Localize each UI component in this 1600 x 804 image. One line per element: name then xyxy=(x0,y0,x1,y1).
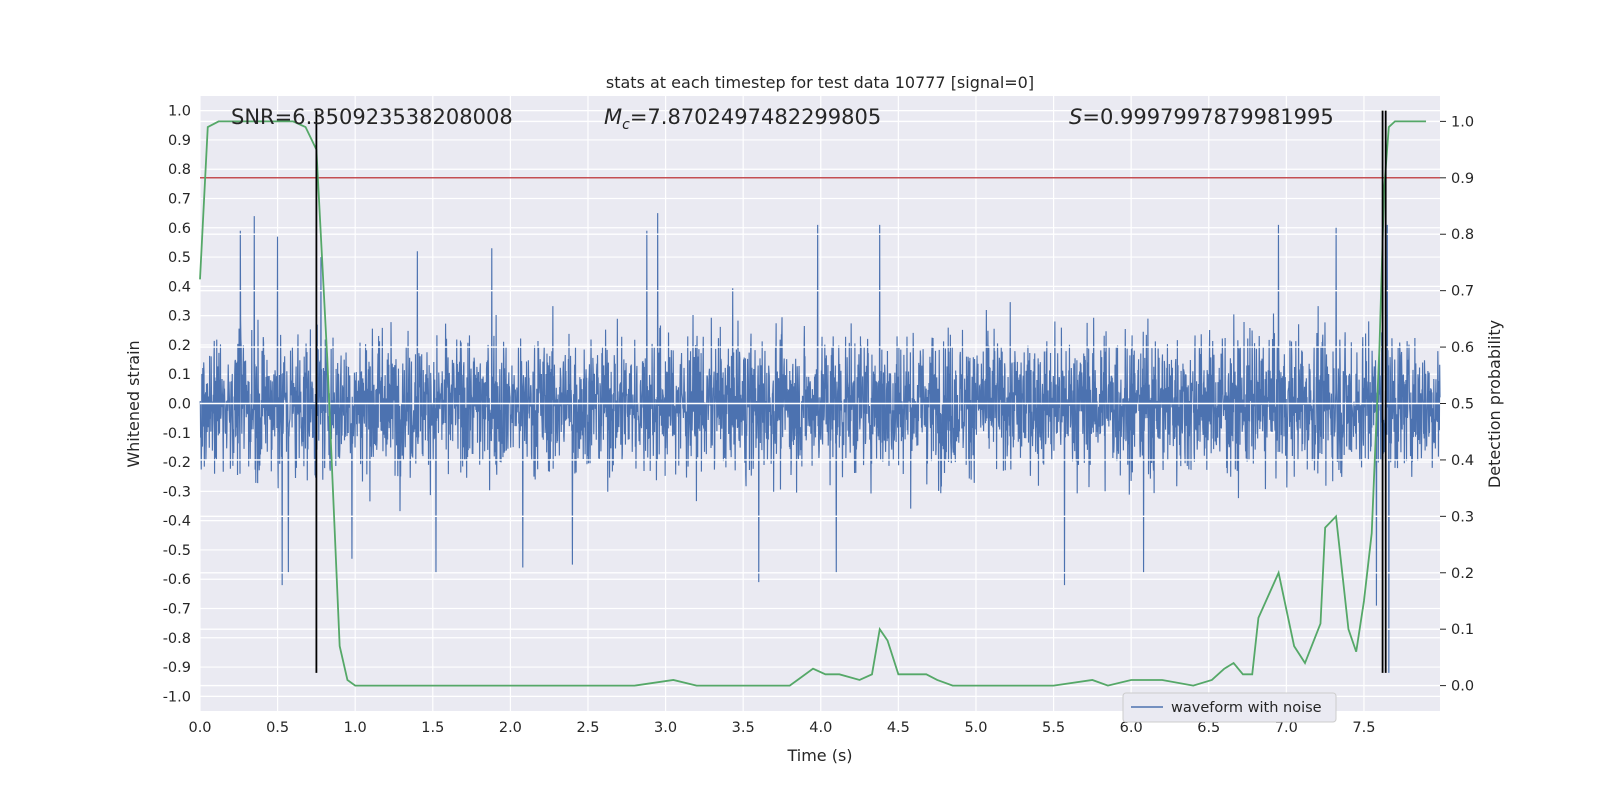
x-tick-label: 7.0 xyxy=(1275,720,1298,736)
y-tick-label-left: -0.2 xyxy=(163,455,191,471)
legend: waveform with noise xyxy=(1122,692,1337,723)
y-tick-label-left: 0.5 xyxy=(168,250,191,266)
x-tick-label: 0.5 xyxy=(266,720,289,736)
y-tick-label-left: -0.7 xyxy=(163,602,191,618)
x-tick-label: 3.0 xyxy=(654,720,677,736)
y-tick-label-right: 0.7 xyxy=(1451,284,1474,300)
vertical-markers xyxy=(315,110,1387,673)
x-tick-label: 2.5 xyxy=(576,720,599,736)
y-tick-label-left: 0.9 xyxy=(168,133,191,149)
waveform-line xyxy=(199,213,1441,673)
legend-box xyxy=(1122,692,1337,723)
waveform-series xyxy=(199,213,1441,673)
y-tick-label-right: 0.2 xyxy=(1451,566,1474,582)
tick-labels: 0.0 0.5 1.0 1.5 2.0 2.5 3.0 3.5 4.0 4.5 5.0 5.5 6.0 6… xyxy=(163,104,1474,736)
detection-probability-line xyxy=(199,120,1427,687)
y-tick-label-right: 0.0 xyxy=(1451,679,1474,695)
y-tick-label-left: 0.7 xyxy=(168,192,191,208)
y-tick-label-left: 0.1 xyxy=(168,367,191,383)
x-tick-label: 1.0 xyxy=(344,720,367,736)
y-tick-label-left: 0.8 xyxy=(168,162,191,178)
x-tick-label: 6.0 xyxy=(1120,720,1143,736)
y-axis-label-left: Whitened strain xyxy=(124,340,143,467)
x-tick-label: 2.0 xyxy=(499,720,522,736)
y-tick-label-left: -0.4 xyxy=(163,514,191,530)
probability-series xyxy=(199,120,1427,687)
y-tick-label-right: 0.3 xyxy=(1451,509,1474,525)
y-tick-label-left: -0.8 xyxy=(163,631,191,647)
x-tick-label: 3.5 xyxy=(732,720,755,736)
y-tick-label-left: -0.1 xyxy=(163,426,191,442)
y-tick-label-left: 0.2 xyxy=(168,338,191,354)
x-tick-label: 4.0 xyxy=(809,720,832,736)
x-tick-label: 1.5 xyxy=(421,720,444,736)
y-tick-label-right: 0.1 xyxy=(1451,622,1474,638)
y-tick-label-left: 0.3 xyxy=(168,309,191,325)
y-tick-label-left: 0.4 xyxy=(168,279,191,295)
y-tick-label-left: 0.6 xyxy=(168,221,191,237)
x-tick-label: 5.0 xyxy=(964,720,987,736)
chirp-mass-annotation: Mc=7.8702497482299805 xyxy=(604,105,881,133)
y-tick-label-left: -0.9 xyxy=(163,660,191,676)
y-tick-label-left: -0.5 xyxy=(163,543,191,559)
y-tick-label-right: 0.4 xyxy=(1451,453,1474,469)
y-tick-label-right: 0.6 xyxy=(1451,340,1474,356)
y-axis-label-right: Detection probability xyxy=(1485,320,1504,488)
y-tick-label-right: 0.5 xyxy=(1451,397,1474,413)
y-tick-label-left: -0.6 xyxy=(163,572,191,588)
y-tick-label-right: 0.8 xyxy=(1451,227,1474,243)
y-tick-label-left: -0.3 xyxy=(163,484,191,500)
y-tick-label-left: 1.0 xyxy=(168,104,191,120)
score-annotation: S=0.9997997879981995 xyxy=(1069,105,1334,129)
x-tick-label: 7.5 xyxy=(1352,720,1375,736)
y-tick-label-left: 0.0 xyxy=(168,397,191,413)
x-tick-label: 5.5 xyxy=(1042,720,1065,736)
y-tick-label-right: 0.9 xyxy=(1451,171,1474,187)
snr-annotation: SNR=6.350923538208008 xyxy=(231,105,513,129)
y-tick-label-right: 1.0 xyxy=(1451,114,1474,130)
x-axis-label: Time (s) xyxy=(786,746,852,765)
y-tick-label-left: -1.0 xyxy=(163,689,191,705)
legend-label: waveform with noise xyxy=(1171,700,1322,716)
x-tick-label: 6.5 xyxy=(1197,720,1220,736)
x-tick-label: 4.5 xyxy=(887,720,910,736)
x-tick-label: 0.0 xyxy=(188,720,211,736)
chart-title: stats at each timestep for test data 107… xyxy=(606,73,1034,92)
